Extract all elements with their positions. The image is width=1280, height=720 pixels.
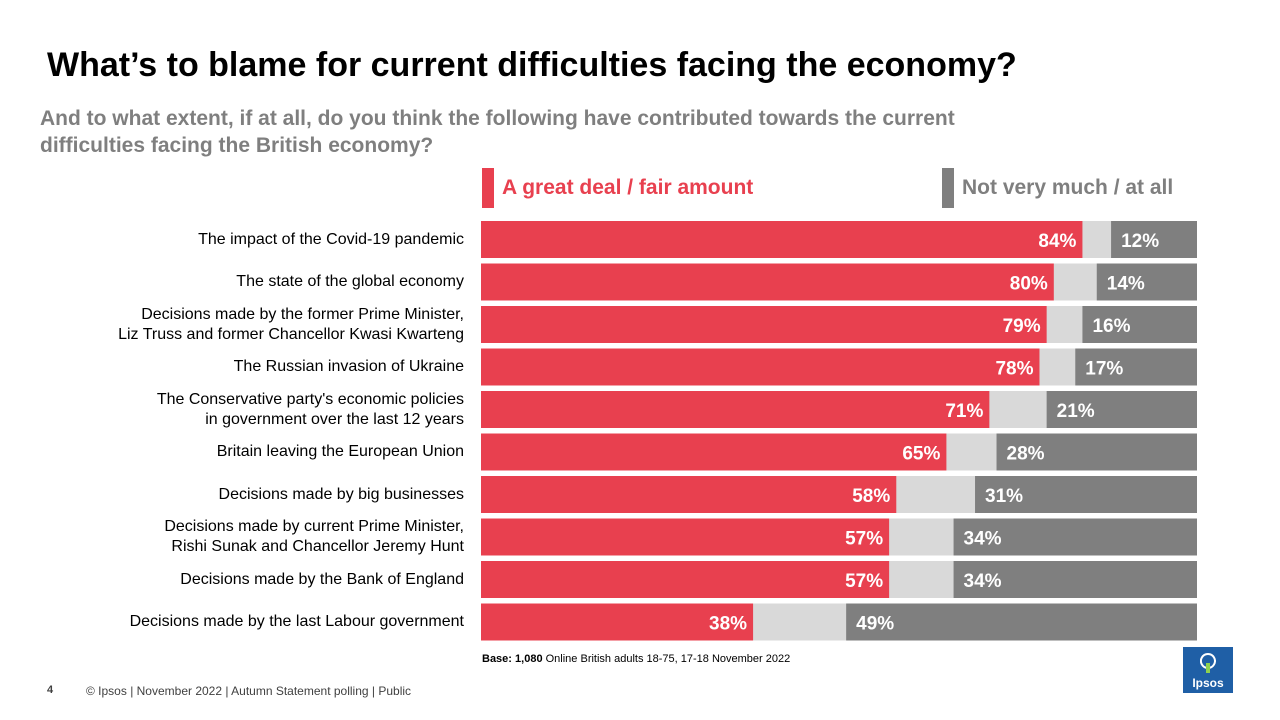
bar-negative [1075, 348, 1197, 386]
data-label-negative: 14% [1107, 274, 1145, 295]
bar-negative [1111, 221, 1197, 258]
base-note: Base: 1,080 Online British adults 18-75,… [482, 653, 790, 665]
category-label-line: The state of the global economy [236, 273, 464, 290]
category-label: The impact of the Covid-19 pandemic [4, 230, 464, 250]
bar-positive [481, 306, 1047, 343]
data-label-positive: 80% [1010, 274, 1048, 295]
ipsos-logo-text: Ipsos [1192, 676, 1224, 690]
bar-negative [953, 561, 1197, 598]
bar-negative [846, 603, 1197, 641]
ipsos-logo-mark-icon [1200, 653, 1216, 673]
bar-positive [481, 476, 897, 513]
bar-negative [953, 518, 1197, 556]
data-label-positive: 57% [845, 529, 883, 550]
ipsos-logo: Ipsos [1183, 647, 1233, 693]
page-number: 4 [47, 684, 54, 696]
bar-positive [481, 603, 754, 641]
category-label: The Conservative party's economic polici… [4, 390, 464, 430]
data-label-positive: 57% [845, 571, 883, 592]
category-label: Decisions made by the Bank of England [4, 570, 464, 590]
data-label-negative: 12% [1121, 231, 1159, 252]
category-label: Decisions made by the last Labour govern… [4, 612, 464, 632]
category-label-line: Decisions made by the last Labour govern… [129, 613, 464, 630]
base-text: Online British adults 18-75, 17-18 Novem… [545, 653, 791, 665]
data-label-positive: 84% [1038, 231, 1076, 252]
data-label-negative: 34% [964, 529, 1002, 550]
category-label: The state of the global economy [4, 272, 464, 292]
category-label-line: Decisions made by the Bank of England [180, 570, 464, 588]
category-label-line: Decisions made by big businesses [218, 485, 464, 503]
data-label-negative: 17% [1085, 359, 1123, 380]
category-label-line: Decisions made by current Prime Minister… [164, 518, 464, 535]
category-label-line: Rishi Sunak and Chancellor Jeremy Hunt [171, 538, 464, 555]
legend-positive: A great deal / fair amount [482, 168, 753, 208]
legend-positive-label: A great deal / fair amount [502, 176, 754, 199]
category-label: Decisions made by big businesses [4, 485, 464, 505]
legend-negative-label: Not very much / at all [962, 176, 1174, 199]
legend-negative: Not very much / at all [942, 168, 1173, 208]
bar-negative [996, 433, 1197, 471]
data-label-negative: 31% [985, 486, 1023, 507]
bar-positive [481, 518, 890, 556]
question-subtitle: And to what extent, if at all, do you th… [40, 107, 955, 157]
legend-positive-swatch [482, 168, 494, 208]
category-label-line: Britain leaving the European Union [216, 443, 464, 460]
data-label-positive: 38% [709, 614, 747, 635]
bar-positive [481, 433, 947, 471]
bar-negative [1096, 263, 1197, 301]
category-label-line: Liz Truss and former Chancellor Kwasi Kw… [118, 325, 464, 343]
category-label-line: The Russian invasion of Ukraine [233, 358, 464, 375]
data-label-positive: 78% [995, 359, 1033, 380]
data-label-positive: 79% [1003, 316, 1041, 337]
category-label-line: in government over the last 12 years [205, 410, 464, 428]
data-label-negative: 28% [1007, 444, 1045, 465]
category-label-line: The Conservative party's economic polici… [156, 390, 464, 408]
legend-negative-swatch [942, 168, 954, 208]
data-label-negative: 34% [964, 571, 1002, 592]
bar-negative [1082, 306, 1197, 343]
base-n: 1,080 [515, 653, 543, 665]
category-label: Decisions made by current Prime Minister… [4, 517, 464, 557]
bar-positive [481, 561, 890, 598]
bar-negative [1046, 391, 1197, 428]
data-label-negative: 16% [1092, 316, 1130, 337]
data-label-negative: 21% [1057, 401, 1095, 422]
bar-positive [481, 263, 1054, 301]
category-label: Decisions made by the former Prime Minis… [4, 305, 464, 345]
data-label-positive: 71% [945, 401, 983, 422]
page-title: What’s to blame for current difficulties… [47, 46, 1017, 84]
bar-positive [481, 348, 1040, 386]
bar-negative [975, 476, 1197, 513]
bar-positive [481, 391, 990, 428]
base-label: Base: [482, 653, 512, 665]
data-label-negative: 49% [856, 614, 894, 635]
category-label: Britain leaving the European Union [4, 442, 464, 462]
category-label-line: The impact of the Covid-19 pandemic [198, 230, 464, 248]
footer-text: © Ipsos | November 2022 | Autumn Stateme… [86, 684, 412, 698]
category-label: The Russian invasion of Ukraine [4, 357, 464, 377]
bar-positive [481, 221, 1083, 258]
category-label-line: Decisions made by the former Prime Minis… [141, 305, 464, 323]
data-label-positive: 58% [852, 486, 890, 507]
data-label-positive: 65% [902, 444, 940, 465]
